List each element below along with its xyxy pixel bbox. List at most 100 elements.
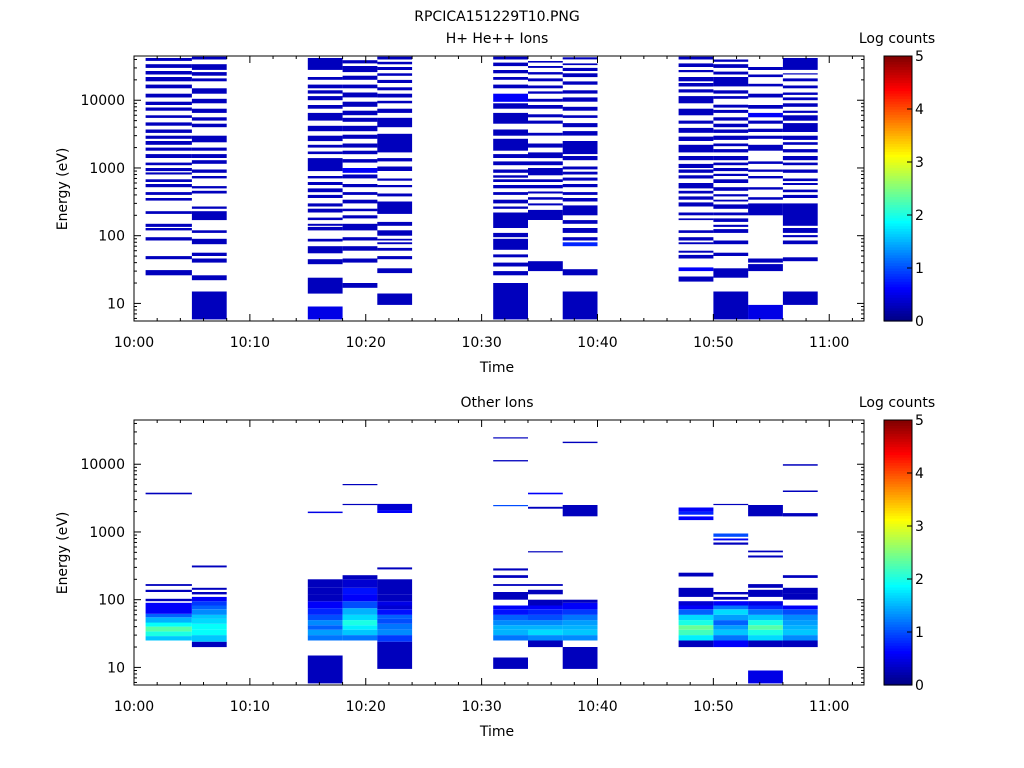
- heatmap-cell: [342, 84, 378, 89]
- colorbar-segment: [884, 177, 912, 182]
- colorbar-tick-label: 0: [915, 678, 924, 694]
- heatmap-cell: [528, 152, 563, 159]
- heatmap-cell: [528, 168, 563, 176]
- colorbar-segment: [884, 539, 912, 543]
- heatmap-cell: [678, 163, 714, 168]
- colorbar-segment: [884, 473, 912, 477]
- heatmap-cell: [713, 635, 749, 641]
- heatmap-cell: [713, 90, 749, 94]
- heatmap-cell: [342, 159, 378, 163]
- heatmap-cell: [145, 107, 192, 111]
- heatmap-cell: [713, 625, 749, 630]
- heatmap-cell: [377, 503, 413, 511]
- heatmap-cell: [191, 72, 227, 76]
- colorbar-tick-label: 1: [915, 261, 924, 277]
- heatmap-cell: [748, 67, 783, 70]
- heatmap-cell: [748, 584, 783, 588]
- heatmap-cell: [342, 101, 378, 107]
- colorbar-segment: [884, 61, 912, 65]
- colorbar-segment: [884, 433, 912, 437]
- heatmap-cell: [748, 550, 783, 553]
- heatmap-cell: [528, 629, 563, 636]
- colorbar-segment: [884, 663, 912, 668]
- heatmap-cell: [713, 179, 749, 183]
- colorbar-segment: [884, 183, 912, 187]
- heatmap-cell: [493, 206, 528, 209]
- heatmap-cell: [342, 614, 378, 621]
- colorbar-segment: [884, 305, 912, 309]
- colorbar-segment: [884, 547, 912, 551]
- colorbar-tick-label: 1: [915, 625, 924, 641]
- heatmap-cell: [528, 161, 563, 166]
- heatmap-cell: [528, 551, 563, 553]
- heatmap-cell: [342, 184, 378, 188]
- heatmap-cell: [748, 589, 783, 597]
- heatmap-cell: [342, 199, 378, 204]
- colorbar-tick-label: 2: [915, 572, 924, 588]
- x-tick-label: 10:50: [693, 699, 733, 715]
- heatmap-cell: [191, 190, 227, 194]
- axes: 10:00 10:10 10:20 10:30 10:40 10:50 11:00 10 100…: [80, 419, 865, 715]
- heatmap-cell: [782, 73, 818, 75]
- heatmap-cell: [528, 91, 563, 94]
- colorbar-segment: [884, 201, 912, 205]
- heatmap-cell: [562, 198, 598, 202]
- colorbar-segment: [884, 480, 912, 485]
- heatmap-cell: [145, 598, 192, 602]
- colorbar-segment: [884, 435, 912, 440]
- heatmap-cell: [191, 252, 227, 256]
- colorbar-segment: [884, 98, 912, 102]
- heatmap-cell: [528, 209, 563, 220]
- colorbar-segment: [884, 262, 912, 266]
- colorbar-segment: [884, 666, 912, 670]
- heatmap-cell: [377, 579, 413, 595]
- heatmap-cell: [377, 242, 413, 245]
- colorbar-segment: [884, 571, 912, 575]
- heatmap-cell: [342, 192, 378, 195]
- heatmap-cell: [145, 237, 192, 241]
- colorbar-segment: [884, 454, 912, 458]
- colorbar-segment: [884, 90, 912, 94]
- heatmap-cell: [493, 605, 528, 610]
- heatmap-cell: [191, 629, 227, 636]
- heatmap-cell: [493, 93, 528, 102]
- heatmap-cell: [782, 575, 818, 578]
- heatmap-cell: [307, 579, 343, 588]
- colorbar-segment: [884, 512, 912, 516]
- colorbar-segment: [884, 297, 912, 301]
- heatmap-cell: [748, 629, 783, 636]
- heatmap-cell: [678, 70, 714, 73]
- heatmap-cell: [191, 88, 227, 94]
- colorbar-segment: [884, 557, 912, 562]
- heatmap-cell: [377, 221, 413, 226]
- heatmap-cell: [307, 158, 343, 172]
- heatmap-cell: [493, 138, 528, 151]
- heatmap-cell: [307, 226, 343, 231]
- x-tick-label: 10:10: [230, 335, 270, 351]
- colorbar-segment: [884, 441, 912, 445]
- heatmap-cell: [493, 70, 528, 74]
- heatmap-cell: [342, 117, 378, 122]
- heatmap-cell: [713, 59, 749, 62]
- x-tick-label: 10:20: [346, 699, 386, 715]
- heatmap-cell: [562, 57, 598, 60]
- heatmap-cell: [528, 191, 563, 194]
- colorbar-segment: [884, 443, 912, 448]
- heatmap-cell: [145, 636, 192, 641]
- colorbar-segment: [884, 526, 912, 530]
- heatmap-cell: [782, 194, 818, 198]
- heatmap-cell: [713, 135, 749, 140]
- heatmap-cell: [307, 635, 343, 641]
- heatmap-cell: [145, 129, 192, 133]
- colorbar-segment: [884, 180, 912, 184]
- heatmap-cell: [528, 120, 563, 124]
- colorbar-segment: [884, 215, 912, 219]
- heatmap-cell: [678, 77, 714, 82]
- heatmap-cell: [782, 640, 818, 648]
- heatmap-cell: [342, 283, 378, 288]
- colorbar-segment: [884, 220, 912, 224]
- colorbar-tick-label: 3: [915, 519, 924, 535]
- heatmap-cell: [678, 212, 714, 216]
- heatmap-cell: [678, 156, 714, 161]
- colorbar-segment: [884, 109, 912, 113]
